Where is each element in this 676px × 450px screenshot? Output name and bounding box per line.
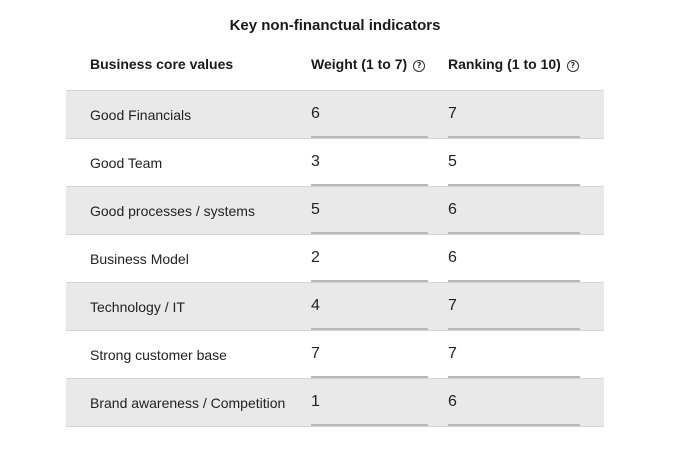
table-header: Business core values Weight (1 to 7)? Ra… xyxy=(66,43,604,91)
ranking-field xyxy=(448,187,580,234)
weight-field xyxy=(311,235,428,282)
table-row: Business Model xyxy=(66,235,604,283)
weight-field xyxy=(311,139,428,186)
row-label: Good processes / systems xyxy=(90,203,255,219)
table-row: Strong customer base xyxy=(66,331,604,379)
row-label: Business Model xyxy=(90,251,189,267)
ranking-field xyxy=(448,379,580,426)
weight-input[interactable] xyxy=(311,379,428,425)
ranking-field xyxy=(448,331,580,378)
ranking-input[interactable] xyxy=(448,139,580,185)
weight-field xyxy=(311,331,428,378)
header-business-core-values: Business core values xyxy=(90,56,234,72)
ranking-field xyxy=(448,283,580,330)
weight-input[interactable] xyxy=(311,235,428,281)
header-weight: Weight (1 to 7)? xyxy=(311,43,426,91)
header-ranking-label: Ranking (1 to 10) xyxy=(448,56,561,72)
ranking-input[interactable] xyxy=(448,187,580,233)
ranking-input[interactable] xyxy=(448,91,580,137)
table-title: Key non-financtual indicators xyxy=(229,17,441,34)
ranking-input[interactable] xyxy=(448,331,580,377)
row-label: Technology / IT xyxy=(90,299,185,315)
table-row: Technology / IT xyxy=(66,283,604,331)
weight-input[interactable] xyxy=(311,91,428,137)
table-row: Brand awareness / Competition xyxy=(66,379,604,427)
weight-input[interactable] xyxy=(311,283,428,329)
ranking-input[interactable] xyxy=(448,379,580,425)
weight-field xyxy=(311,91,428,138)
weight-field xyxy=(311,283,428,330)
header-ranking: Ranking (1 to 10)? xyxy=(448,43,579,91)
header-weight-label: Weight (1 to 7) xyxy=(311,56,408,72)
ranking-field xyxy=(448,235,580,282)
ranking-input[interactable] xyxy=(448,235,580,281)
weight-field xyxy=(311,379,428,426)
weight-input[interactable] xyxy=(311,139,428,185)
table-row: Good Financials xyxy=(66,91,604,139)
row-label: Brand awareness / Competition xyxy=(90,395,286,411)
row-label: Good Team xyxy=(90,155,163,171)
table-row: Good processes / systems xyxy=(66,187,604,235)
weight-input[interactable] xyxy=(311,331,428,377)
ranking-input[interactable] xyxy=(448,283,580,329)
weight-input[interactable] xyxy=(311,187,428,233)
table-row: Good Team xyxy=(66,139,604,187)
row-label: Good Financials xyxy=(90,107,192,123)
row-label: Strong customer base xyxy=(90,347,227,363)
ranking-help-icon[interactable]: ? xyxy=(566,60,579,72)
indicators-table: Business core values Weight (1 to 7)? Ra… xyxy=(66,43,604,427)
ranking-field xyxy=(448,91,580,138)
weight-field xyxy=(311,187,428,234)
ranking-field xyxy=(448,139,580,186)
weight-help-icon[interactable]: ? xyxy=(413,60,426,72)
